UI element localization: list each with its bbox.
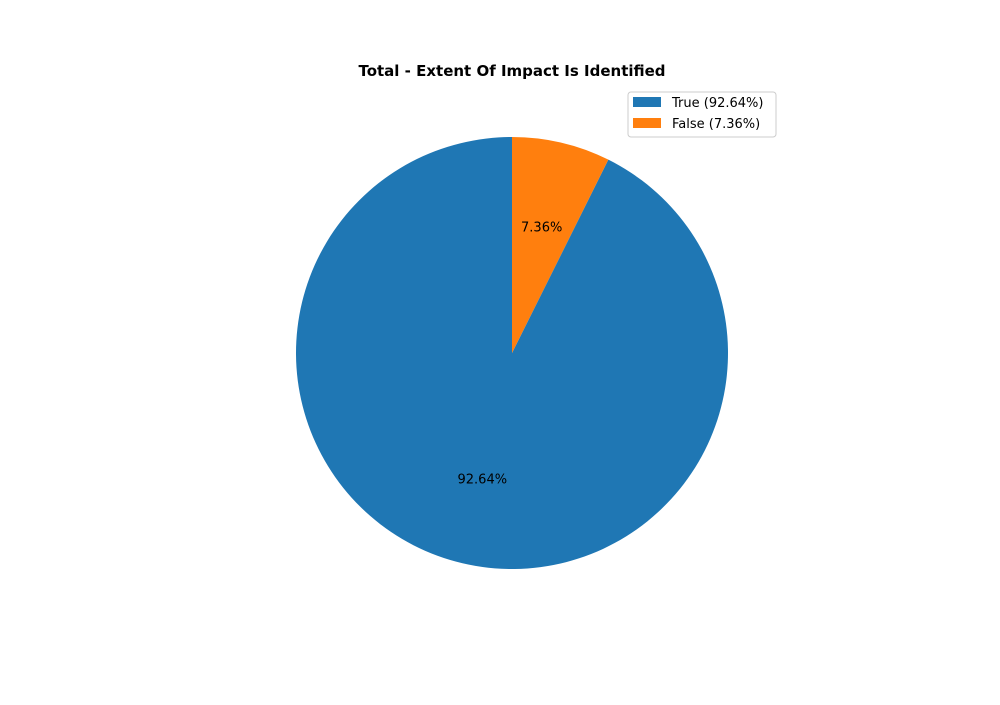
legend: True (92.64%) False (7.36%): [627, 91, 777, 138]
pie-slices: [296, 137, 728, 569]
pie-slice-labels: 92.64% 7.36%: [458, 220, 563, 487]
legend-swatch-false: [633, 118, 661, 128]
legend-label-false: False (7.36%): [672, 117, 760, 132]
legend-label-true: True (92.64%): [671, 96, 763, 111]
legend-swatch-true: [633, 97, 661, 107]
slice-label-true: 92.64%: [458, 473, 508, 488]
pie-slice-false: [512, 137, 609, 353]
legend-frame: [627, 91, 777, 138]
slice-label-false: 7.36%: [521, 220, 562, 235]
chart-title: Total - Extent Of Impact Is Identified: [358, 62, 665, 80]
